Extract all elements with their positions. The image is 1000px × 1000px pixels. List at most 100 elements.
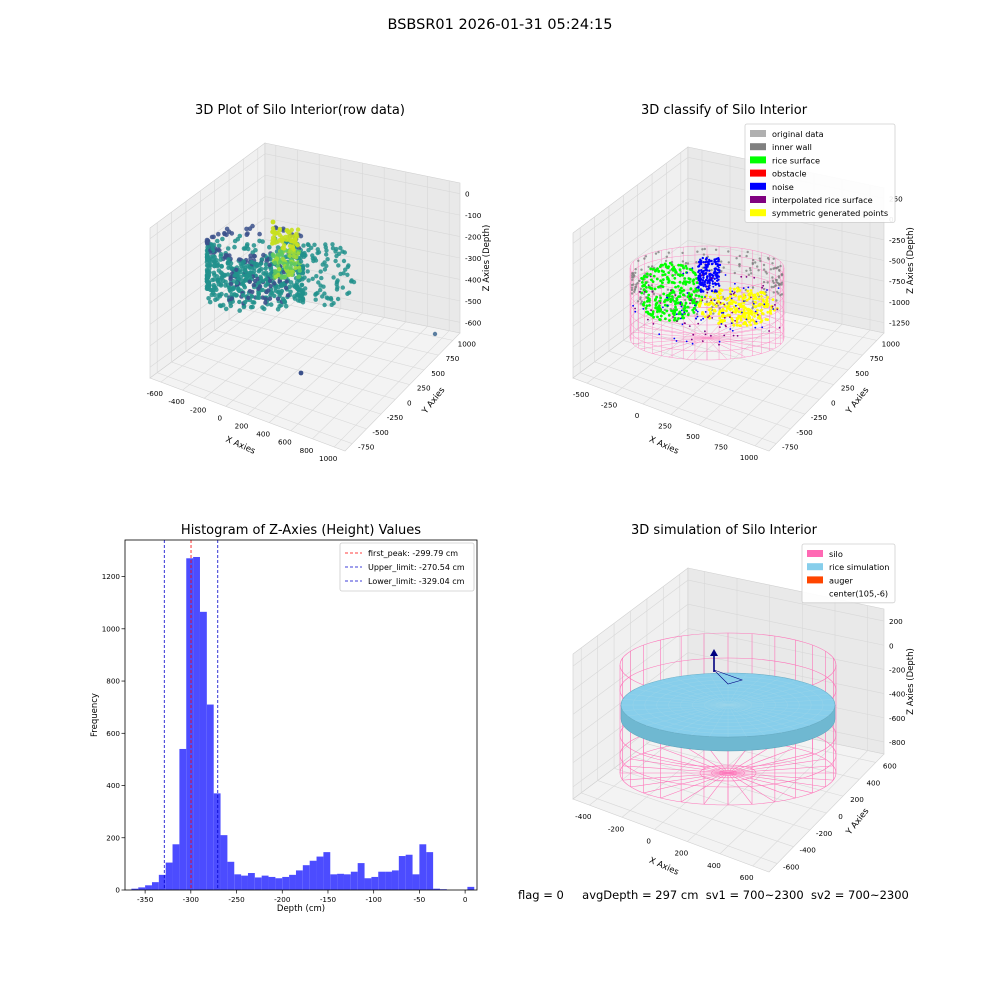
cls-sym-point	[763, 305, 766, 309]
sim-z-tick-label: 200	[889, 617, 903, 626]
raw-point	[227, 253, 232, 258]
cls-noise-point	[723, 316, 726, 319]
cls-noise-point	[721, 312, 723, 314]
cls-wire-spoke	[706, 322, 762, 339]
cls-wall-point	[757, 269, 760, 272]
sim-z-tick-label: -600	[889, 714, 906, 723]
cls-noise-point	[708, 315, 711, 317]
cls-sym-point	[734, 294, 737, 297]
raw-point	[248, 304, 254, 310]
raw-point	[253, 247, 258, 253]
cls-rice-point	[659, 314, 663, 318]
raw-point	[263, 266, 268, 271]
figure-title: BSBSR01 2026-01-31 05:24:15	[387, 17, 613, 33]
raw-point	[283, 303, 289, 309]
cls-noise-point	[763, 303, 766, 306]
cls-noise-point	[710, 299, 713, 302]
cls-rice-point	[659, 284, 663, 288]
raw-point	[331, 301, 336, 306]
cls-noise-point	[772, 308, 775, 310]
cls-rice-point	[663, 300, 666, 304]
cls-wall-point	[769, 268, 773, 271]
hist-bar	[172, 844, 180, 890]
hist-bar	[179, 748, 187, 890]
raw-x-grid-line	[268, 167, 385, 423]
cls-noise-point	[639, 290, 641, 293]
raw-point	[226, 257, 231, 262]
hist-bar	[405, 854, 413, 890]
cls-rice-point	[677, 263, 680, 267]
cls-z-tick-label: -250	[889, 236, 906, 245]
hist-y-tick-label: 1200	[102, 572, 121, 581]
cls-noise-point	[697, 276, 700, 280]
cls-y-grid-line	[594, 216, 791, 430]
cls-noise-point	[700, 290, 702, 293]
hist-y-tick-label: 600	[106, 729, 120, 738]
sim-rice-mesh	[727, 704, 747, 737]
cls-y-tick-label: 1000	[882, 339, 901, 348]
cls-y-tick-label: 750	[870, 354, 884, 363]
cls-y-grid-line	[579, 227, 777, 444]
cls-noise-point	[717, 275, 720, 278]
cls-wall-point	[746, 250, 749, 254]
raw-point	[319, 275, 324, 281]
raw-z-axis-label: Z Axies (Depth)	[482, 225, 492, 292]
sim-floor-pane	[572, 712, 885, 873]
raw-x-tick-label: 800	[300, 446, 314, 455]
cls-rice-point	[657, 285, 660, 289]
raw-x-grid-line	[203, 154, 320, 399]
cls-noise-point	[673, 337, 676, 340]
cls-wall-point	[639, 298, 642, 301]
cls-rice-point	[670, 309, 673, 313]
sim-x-grid-line	[752, 605, 868, 867]
raw-point	[228, 301, 233, 306]
cls-noise-point	[703, 266, 706, 269]
cls-noise-point	[649, 275, 652, 278]
raw-point	[244, 232, 250, 237]
cls-rice-point	[661, 273, 665, 277]
hist-legend-label: first_peak: -299.79 cm	[368, 549, 458, 558]
raw-point	[334, 246, 339, 252]
cls-wall-point	[765, 272, 768, 275]
cls-wall-point	[722, 266, 725, 269]
sim-rice-mesh	[691, 704, 729, 736]
raw-point	[257, 231, 262, 237]
cls-sym-point	[708, 316, 712, 320]
cls-rice-point	[659, 296, 662, 300]
raw-point	[330, 246, 336, 251]
cls-sym-point	[747, 313, 751, 316]
raw-y-tick-label: -750	[358, 443, 375, 452]
raw-y-tick-label: 0	[407, 398, 412, 407]
cls-rice-point	[692, 278, 696, 282]
raw-point	[280, 274, 285, 280]
sim-x-tick-label: 400	[707, 861, 721, 870]
cls-sym-point	[754, 295, 757, 299]
cls-noise-point	[714, 267, 717, 270]
raw-point	[281, 243, 287, 248]
cls-noise-point	[704, 333, 707, 336]
cls-sym-point	[730, 302, 734, 306]
cls-noise-point	[704, 296, 706, 298]
raw-z-tick-label: -400	[465, 275, 482, 284]
cls-sym-point	[706, 302, 710, 306]
cls-rice-point	[666, 266, 670, 270]
cls-noise-point	[659, 302, 662, 304]
raw-point	[232, 244, 237, 250]
cls-wire-spoke	[686, 337, 708, 360]
raw-point	[219, 275, 224, 280]
cls-noise-point	[704, 263, 707, 267]
cls-noise-point	[705, 260, 709, 263]
raw-point	[336, 263, 341, 268]
cls-wall-point	[681, 251, 684, 255]
cls-sym-point	[735, 307, 739, 311]
cls-noise-point	[698, 279, 701, 282]
cls-z-axis-label: Z Axies (Depth)	[906, 227, 916, 294]
cls-sym-point	[732, 323, 736, 327]
sim-wire-hub	[719, 770, 737, 776]
cls-y-grid-line	[608, 206, 806, 415]
raw-point	[270, 226, 276, 231]
cls-rice-point	[668, 294, 671, 298]
cls-noise-point	[731, 311, 734, 314]
cls-wall-point	[779, 264, 782, 268]
cls-y-tick-label: -250	[811, 413, 828, 422]
